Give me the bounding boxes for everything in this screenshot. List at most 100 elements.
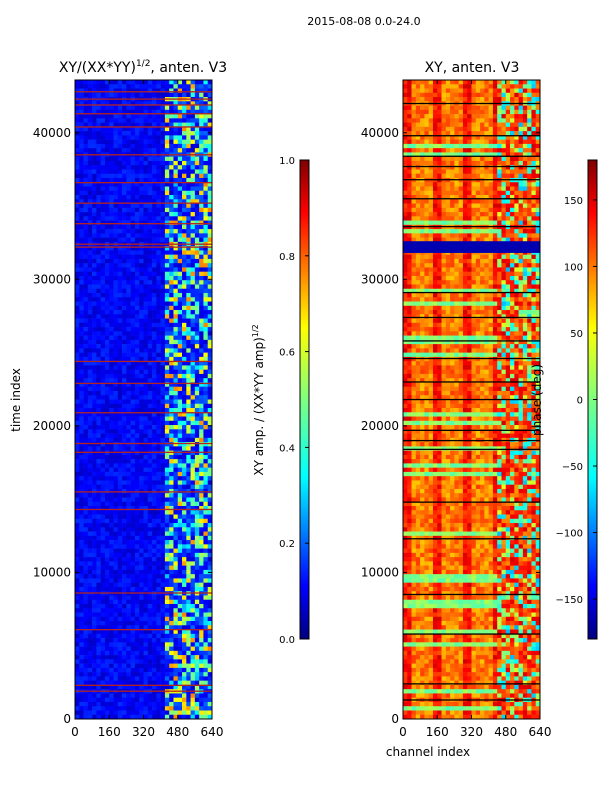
heatmap-cell (203, 616, 209, 622)
heatmap-cell (182, 344, 187, 349)
heatmap-cell (143, 224, 149, 230)
heatmap-cell (169, 693, 174, 698)
heatmap-cell (203, 446, 209, 451)
heatmap-cell (139, 80, 144, 85)
heatmap-cell (190, 369, 196, 375)
heatmap-cell (134, 335, 140, 341)
heatmap-cell (113, 250, 119, 255)
heatmap-cell (130, 267, 136, 272)
heatmap-cell (143, 386, 149, 392)
heatmap-cell (160, 548, 166, 554)
heatmap-cell (207, 275, 213, 281)
heatmap-cell (186, 467, 191, 473)
heatmap-cell (100, 177, 106, 183)
heatmap-cell (160, 344, 166, 349)
heatmap-cell (109, 625, 114, 630)
heatmap-cell (92, 297, 97, 302)
heatmap-cell (190, 467, 196, 473)
heatmap-cell (139, 118, 144, 123)
heatmap-cell (143, 220, 149, 226)
heatmap-cell (182, 143, 187, 149)
heatmap-cell (194, 207, 200, 213)
heatmap-cell (104, 676, 110, 681)
heatmap-cell (79, 327, 84, 332)
heatmap-cell (126, 506, 131, 511)
heatmap-cell (160, 642, 166, 647)
heatmap-cell (113, 514, 119, 520)
heatmap-cell (122, 442, 127, 447)
heatmap-cell (79, 356, 84, 362)
heatmap-cell (147, 301, 153, 307)
heatmap-cell (143, 493, 149, 498)
heatmap-cell (164, 412, 170, 417)
heatmap-cell (207, 352, 213, 358)
heatmap-cell (156, 710, 161, 716)
heatmap-cell (182, 173, 187, 179)
heatmap-cell (109, 557, 114, 562)
heatmap-cell (130, 344, 136, 349)
heatmap-cell (143, 280, 149, 285)
heatmap-cell (83, 203, 89, 209)
heatmap-cell (143, 565, 149, 571)
heatmap-cell (199, 339, 204, 345)
heatmap-cell (186, 586, 191, 592)
heatmap-cell (139, 390, 144, 396)
heatmap-cell (109, 305, 114, 311)
heatmap-cell (83, 621, 89, 626)
heatmap-cell (182, 182, 187, 187)
heatmap-cell (156, 118, 161, 123)
heatmap-cell (130, 352, 136, 358)
heatmap-cell (79, 510, 84, 515)
heatmap-cell (126, 616, 131, 622)
heatmap-cell (147, 603, 153, 609)
heatmap-cell (169, 344, 174, 349)
heatmap-cell (134, 254, 140, 260)
heatmap-cell (164, 557, 170, 562)
heatmap-cell (83, 352, 89, 358)
heatmap-cell (87, 663, 93, 669)
heatmap-cell (173, 331, 179, 336)
heatmap-cell (130, 557, 136, 562)
heatmap-cell (152, 369, 157, 375)
heatmap-cell (143, 544, 149, 549)
heatmap-cell (130, 578, 136, 583)
heatmap-cell (96, 425, 101, 430)
heatmap-cell (126, 331, 131, 336)
heatmap-cell (139, 84, 144, 89)
heatmap-cell (109, 706, 114, 711)
heatmap-cell (79, 603, 84, 609)
heatmap-cell (177, 229, 183, 234)
heatmap-cell (152, 633, 157, 639)
heatmap-cell (122, 408, 127, 413)
heatmap-cell (96, 327, 101, 332)
heatmap-cell (152, 582, 157, 588)
heatmap-cell (156, 195, 161, 200)
heatmap-cell (139, 143, 144, 149)
heatmap-cell (100, 118, 106, 123)
heatmap-cell (75, 352, 80, 358)
heatmap-cell (104, 318, 110, 324)
heatmap-cell (147, 361, 153, 366)
heatmap-cell (156, 493, 161, 498)
heatmap-cell (190, 412, 196, 417)
heatmap-cell (96, 267, 101, 272)
heatmap-cell (96, 293, 101, 298)
heatmap-cell (156, 301, 161, 307)
heatmap-cell (199, 395, 204, 400)
heatmap-cell (147, 667, 153, 673)
heatmap-cell (207, 429, 213, 434)
heatmap-cell (104, 403, 110, 409)
heatmap-cell (199, 625, 204, 630)
heatmap-cell (143, 365, 149, 370)
heatmap-cell (104, 408, 110, 413)
heatmap-cell (109, 216, 114, 221)
heatmap-cell (87, 237, 93, 243)
heatmap-cell (152, 714, 157, 720)
heatmap-cell (126, 420, 131, 426)
heatmap-cell (130, 361, 136, 366)
heatmap-cell (126, 697, 131, 703)
heatmap-cell (177, 177, 183, 183)
heatmap-cell (147, 471, 153, 477)
heatmap-cell (83, 531, 89, 537)
heatmap-cell (186, 84, 191, 89)
